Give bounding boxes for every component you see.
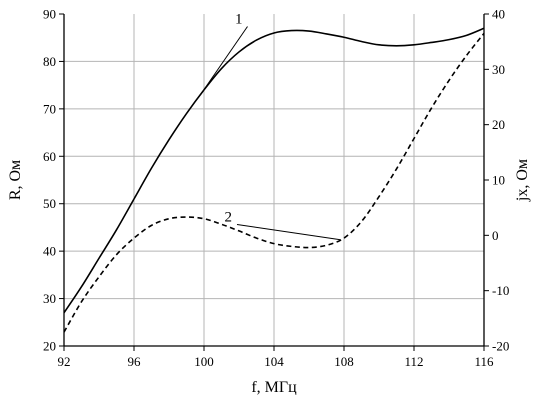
y-left-tick-label: 30: [43, 291, 56, 306]
y-right-tick-label: 30: [492, 62, 505, 77]
x-tick-label: 100: [194, 354, 214, 369]
y-right-tick-label: -10: [492, 283, 509, 298]
x-tick-label: 116: [474, 354, 494, 369]
y-axis-title-left: R, Ом: [7, 160, 24, 200]
y-right-tick-label: -20: [492, 339, 509, 354]
series-1-line: [64, 27, 484, 314]
y-left-tick-label: 60: [43, 149, 56, 164]
x-tick-label: 108: [334, 354, 354, 369]
x-tick-label: 104: [264, 354, 284, 369]
annotation-leader-1: [200, 26, 248, 95]
annotation-label-1: 1: [235, 11, 243, 27]
x-axis-title: f, МГц: [251, 379, 297, 396]
y-left-tick-label: 70: [43, 101, 56, 116]
x-tick-label: 96: [128, 354, 142, 369]
y-right-tick-label: 20: [492, 117, 505, 132]
y-left-tick-label: 20: [43, 339, 56, 354]
x-tick-label: 112: [404, 354, 423, 369]
x-tick-label: 92: [58, 354, 71, 369]
y-left-tick-label: 90: [43, 7, 56, 22]
annotation-leader-2: [236, 224, 341, 241]
y-left-tick-label: 40: [43, 244, 56, 259]
y-right-tick-label: 10: [492, 173, 505, 188]
y-right-tick-label: 40: [492, 7, 505, 22]
series-2-line: [64, 32, 484, 333]
y-axis-title-right: jx, Ом: [514, 159, 531, 202]
annotation-label-2: 2: [225, 210, 233, 226]
y-left-tick-label: 50: [43, 196, 56, 211]
y-right-tick-label: 0: [492, 228, 499, 243]
y-left-tick-label: 80: [43, 54, 56, 69]
